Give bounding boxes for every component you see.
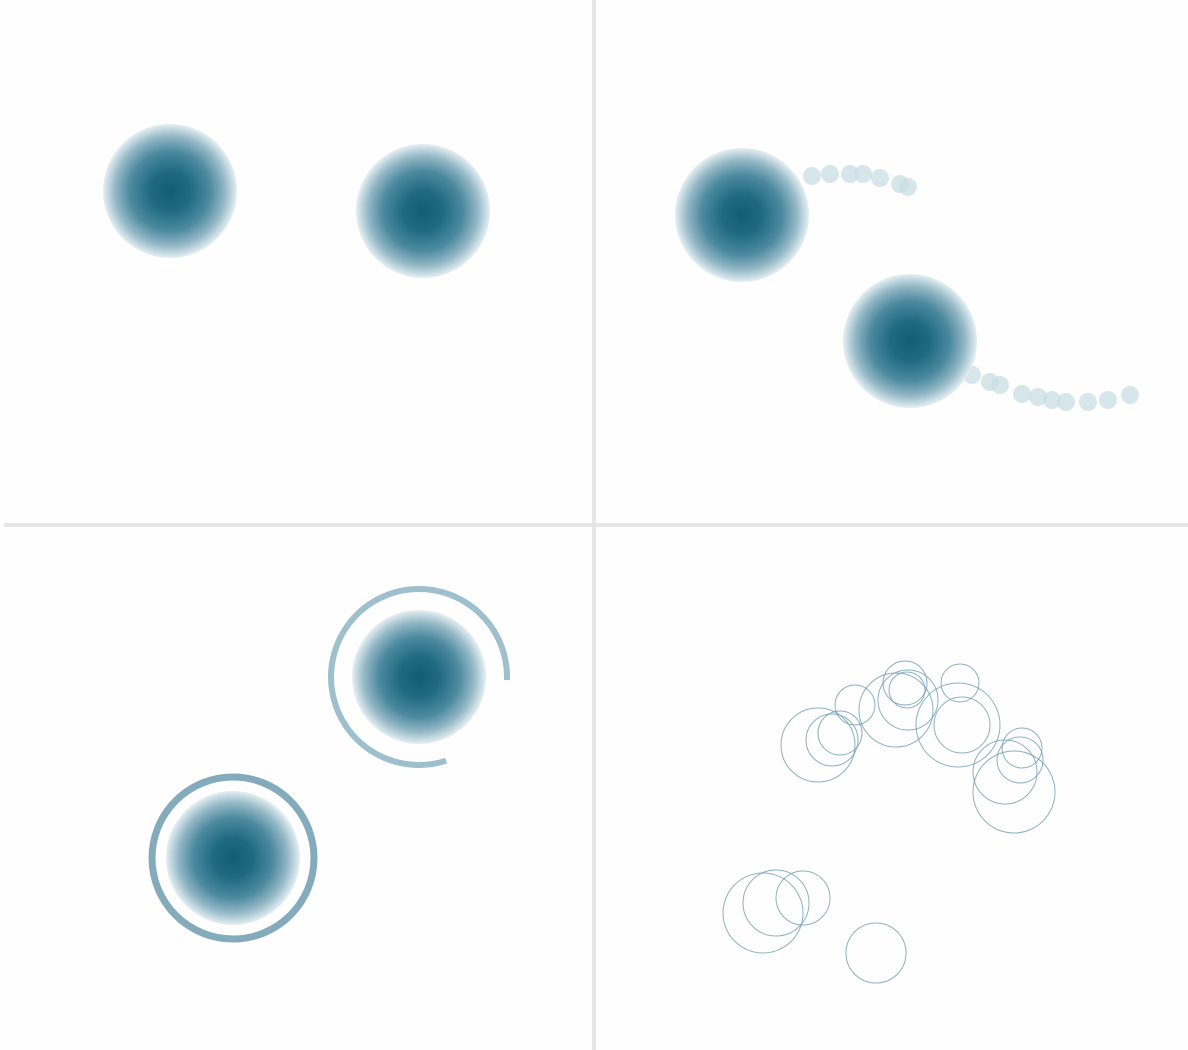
trail-dot <box>854 165 872 183</box>
panel-top-right <box>675 148 1139 411</box>
outline-circle <box>845 922 907 984</box>
trail-dot <box>841 165 859 183</box>
blob <box>352 610 486 744</box>
trail-dot <box>1029 388 1047 406</box>
outline-circle <box>722 872 804 954</box>
trail-dot <box>803 167 821 185</box>
outline-circle <box>888 671 926 709</box>
panel-top-left <box>103 124 490 278</box>
blob <box>166 791 300 925</box>
trail-dot <box>1013 385 1031 403</box>
outline-circle <box>834 684 876 726</box>
outline-circle <box>972 750 1056 834</box>
trail-dot <box>871 169 889 187</box>
trail-dot <box>1057 393 1075 411</box>
panel-bottom-right <box>722 660 1056 984</box>
progress-ring-partial <box>328 586 510 768</box>
blob <box>103 124 237 258</box>
outline-circle <box>933 696 991 754</box>
trail-dot <box>821 165 839 183</box>
outline-circle <box>877 669 939 731</box>
trail-dot <box>1043 391 1061 409</box>
outline-circle <box>858 672 934 748</box>
panel-bottom-left <box>148 586 510 943</box>
trail-dot <box>991 376 1009 394</box>
blob <box>675 148 809 282</box>
trail-dot <box>1121 386 1139 404</box>
outline-circle <box>996 736 1044 784</box>
blob <box>843 274 977 408</box>
trail-dot <box>1099 391 1117 409</box>
blob <box>356 144 490 278</box>
outline-circle <box>817 710 863 756</box>
progress-ring-full <box>148 773 318 943</box>
trail-dot <box>899 178 917 196</box>
outline-circle <box>915 682 1001 768</box>
outline-circle <box>882 660 928 706</box>
outline-circle <box>805 713 859 767</box>
outline-circle <box>940 663 980 703</box>
outline-circle <box>742 869 810 937</box>
outline-circle <box>1001 727 1043 769</box>
outline-circle <box>780 707 856 783</box>
trail-dot <box>1079 393 1097 411</box>
outline-circle <box>972 739 1038 805</box>
outline-circle <box>775 870 831 926</box>
panel-dividers <box>4 0 1188 1050</box>
